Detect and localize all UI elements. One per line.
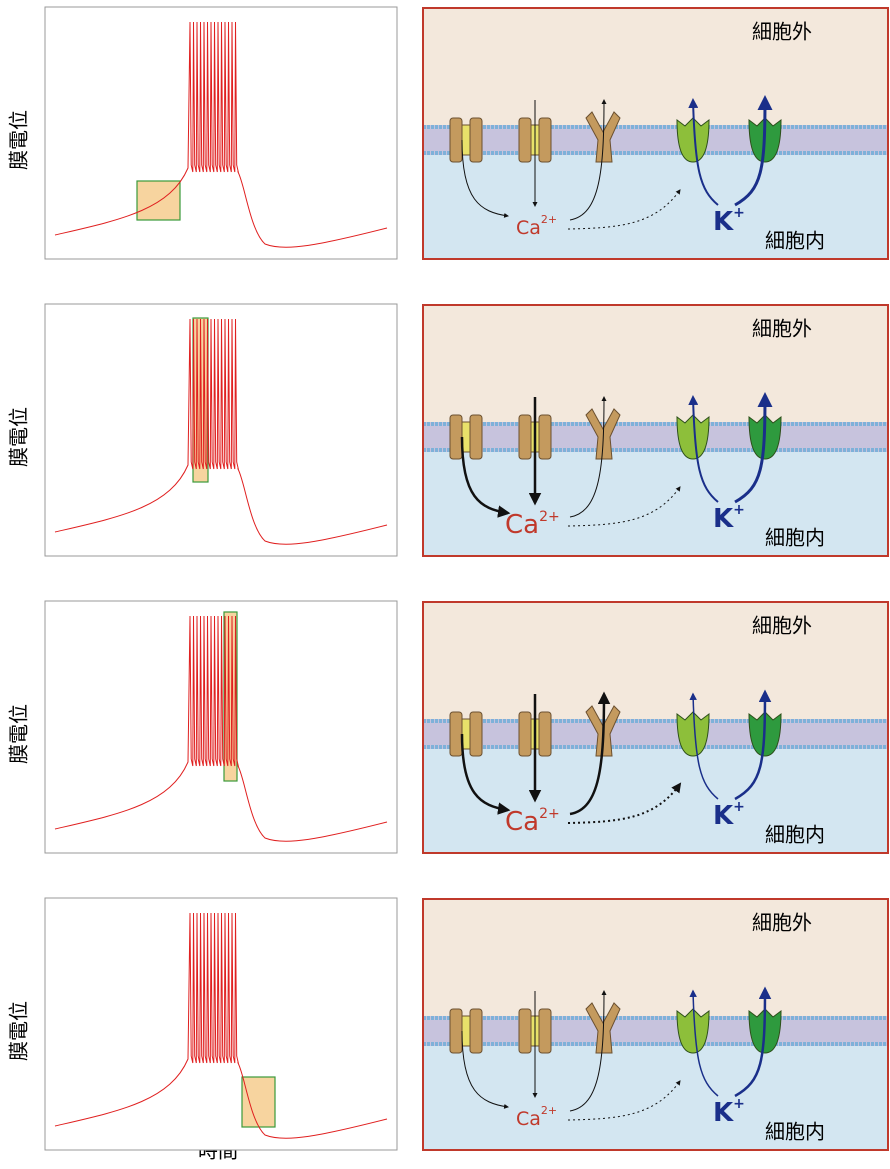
k-base: K [713,207,734,237]
membrane [423,422,888,452]
ca-pore [462,1016,470,1046]
outside [423,305,888,430]
outside [423,602,888,727]
k-sup: + [733,1096,745,1112]
ca-channel [539,118,551,162]
ca-channel [519,712,531,756]
k-base: K [713,1098,734,1128]
highlight [137,181,180,220]
y-axis-label: 膜電位 [7,1001,31,1061]
ca-channel [450,118,462,162]
ca-sup: 2+ [539,509,560,525]
ca-channel [470,1009,482,1053]
k-base: K [713,801,734,831]
outside-label: 細胞外 [752,20,812,44]
y-axis-label: 膜電位 [7,704,31,764]
ca-sup: 2+ [541,213,557,226]
membrane [423,719,888,749]
ca-sup: 2+ [539,806,560,822]
ca-base: Ca [516,217,541,239]
ca-channel [539,415,551,459]
k-sup: + [733,205,745,221]
ca-base: Ca [505,807,539,837]
highlight [242,1077,275,1127]
ca-channel [470,118,482,162]
outside [423,899,888,1024]
figure: 時間 膜電位細胞外細胞内Ca2+K+膜電位細胞外細胞内Ca2+K+膜電位細胞外細… [0,0,890,1169]
k-sup: + [733,799,745,815]
ca-channel [519,415,531,459]
k-sup: + [733,502,745,518]
ca-channel [519,118,531,162]
outside [423,8,888,133]
y-axis-label: 膜電位 [7,407,31,467]
ca-channel [470,712,482,756]
ca-channel [450,415,462,459]
inside-label: 細胞内 [765,526,825,550]
outside-label: 細胞外 [752,317,812,341]
ca-channel [470,415,482,459]
outside-label: 細胞外 [752,614,812,638]
ca-base: Ca [505,510,539,540]
ca-base: Ca [516,1108,541,1130]
inside-label: 細胞内 [765,1120,825,1144]
membrane [423,1016,888,1046]
inside-label: 細胞内 [765,229,825,253]
outside-label: 細胞外 [752,911,812,935]
inside-label: 細胞内 [765,823,825,847]
ca-channel [539,712,551,756]
page: {"panels": [ {"y_label": "膜電位", "outside… [0,0,890,1169]
ca-pore [462,125,470,155]
ca-channel [450,1009,462,1053]
y-axis-label: 膜電位 [7,110,31,170]
ca-channel [539,1009,551,1053]
ca-channel [450,712,462,756]
ca-sup: 2+ [541,1104,557,1117]
k-base: K [713,504,734,534]
ca-channel [519,1009,531,1053]
membrane [423,125,888,155]
